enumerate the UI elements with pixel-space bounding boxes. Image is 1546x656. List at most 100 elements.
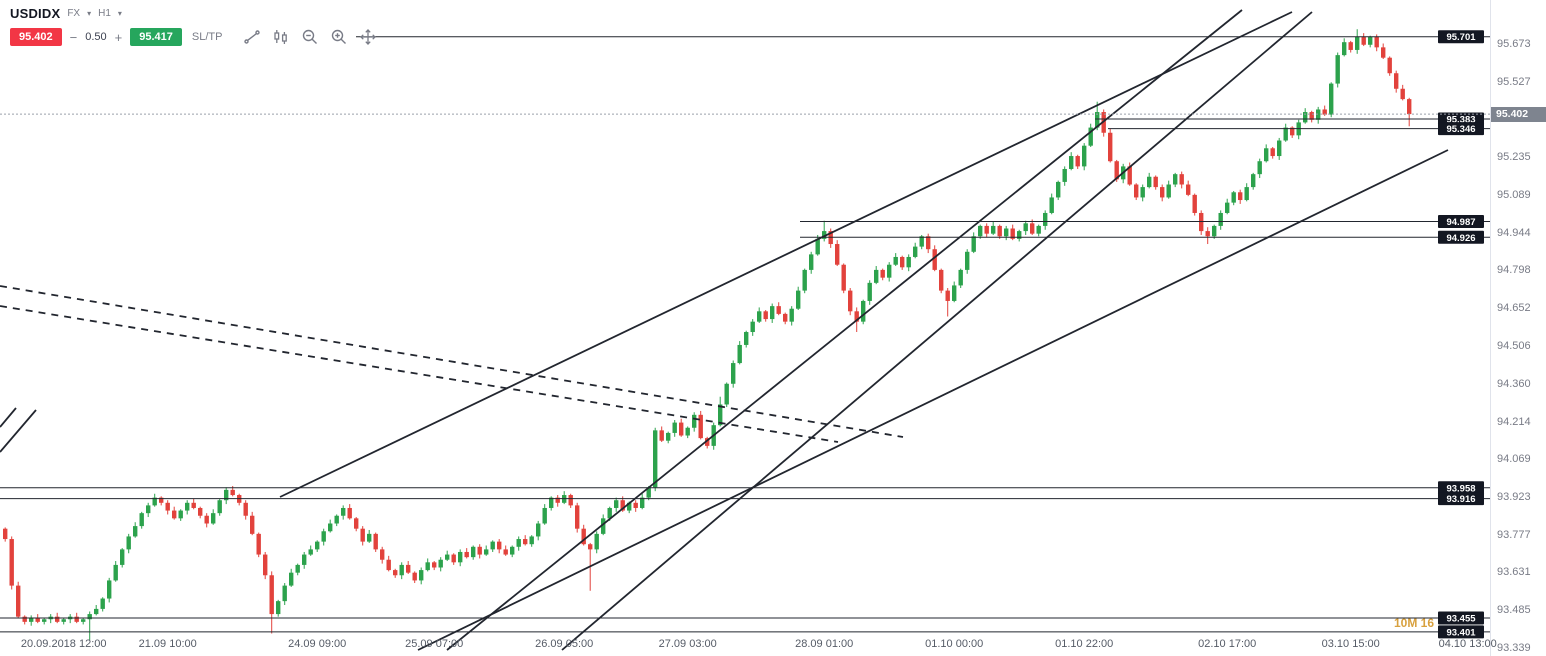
candle [29,617,34,622]
level-price-badge [1438,625,1484,639]
candle [529,536,534,545]
candle [328,523,333,532]
trendline[interactable] [0,409,37,453]
price-axis-tick: 94.652 [1497,302,1531,315]
buy-button[interactable]: 95.417 [130,28,182,46]
candle [620,500,625,511]
candle [159,497,164,503]
candle [1173,174,1178,185]
candle [750,321,755,333]
candle [1023,223,1028,232]
trendline-icon[interactable] [243,28,261,46]
candle [1004,228,1009,237]
candle [386,559,391,571]
candle [1283,127,1288,141]
symbol-name[interactable]: USDIDX [10,6,61,21]
candle [536,523,541,537]
watermark: 10M 16 [1394,616,1435,630]
candle [1381,47,1386,58]
candles-icon[interactable] [272,28,290,46]
zoom-out-icon[interactable] [301,28,319,46]
spread-minus-button[interactable]: − [69,29,78,45]
candle [958,269,963,286]
candle [458,551,463,563]
candle [1387,57,1392,74]
sltp-button[interactable]: SL/TP [191,31,223,43]
candle [100,598,105,609]
candle [1407,99,1412,115]
price-axis-tick: 94.069 [1497,453,1531,466]
candle [484,549,489,555]
level-price-badge [1438,492,1484,506]
candle [854,311,859,322]
candle [744,332,749,345]
timeframe-caret-icon[interactable]: ▾ [117,9,122,18]
candle [841,264,846,291]
price-axis-tick: 94.214 [1497,415,1531,428]
sell-button[interactable]: 95.402 [10,28,62,46]
timeframe-selector[interactable]: H1 [98,8,111,19]
candle [1342,42,1347,56]
candle [74,616,79,622]
candle [919,236,924,247]
level-price-label: 93.455 [1446,613,1476,624]
candle [497,541,502,550]
candle [126,536,131,550]
candle [380,549,385,560]
candle [55,616,60,622]
time-axis-label: 01.10 00:00 [925,638,984,650]
candle [250,515,255,534]
price-axis[interactable]: 95.402 95.673 95.527 95.235 95.089 94.944 94.… [1490,0,1546,656]
candle [1238,192,1243,201]
candle [412,572,417,581]
candle [1374,37,1379,48]
candle [295,564,300,573]
candle [705,438,710,446]
trendline[interactable] [446,9,1243,651]
candle [679,422,684,436]
price-axis-tick: 94.944 [1497,226,1531,239]
candle [796,290,801,309]
candle [61,619,66,622]
time-axis-label: 02.10 17:00 [1198,638,1257,650]
candle [893,256,898,265]
candle [113,564,118,581]
candle [1179,174,1184,185]
candle [1108,132,1113,162]
candle [139,513,144,527]
candle [1225,202,1230,213]
candle [789,308,794,322]
time-axis[interactable]: 20.09.2018 12:00 21.09 10:00 24.09 09:00 25… [0,634,1497,656]
candle [1335,55,1340,84]
candle [607,507,612,519]
spread-plus-button[interactable]: + [114,29,123,45]
candle [302,554,307,565]
candle [1400,88,1405,100]
trendline[interactable] [0,407,17,428]
candle [445,554,450,560]
trendline[interactable] [561,11,1313,651]
trendline[interactable] [417,149,1449,651]
candle [1017,231,1022,239]
candle [1322,109,1327,115]
candle [926,236,931,250]
candle [614,500,619,508]
zoom-in-icon[interactable] [330,28,348,46]
candle [1114,161,1119,180]
candle [1309,112,1314,120]
candle [594,533,599,550]
exchange-label[interactable]: FX [67,8,81,19]
price-axis-tick: 94.798 [1497,264,1531,277]
level-price-badge [1438,230,1484,244]
candle [1088,127,1093,146]
candle [347,507,352,519]
candle [503,549,508,555]
candle [685,427,690,436]
dashed-trendline[interactable] [0,305,839,443]
move-icon[interactable] [359,28,377,46]
spread-value: 0.50 [85,31,107,43]
exchange-caret-icon[interactable]: ▾ [87,9,92,18]
trendline[interactable] [279,11,1293,498]
dashed-trendline[interactable] [0,285,904,438]
